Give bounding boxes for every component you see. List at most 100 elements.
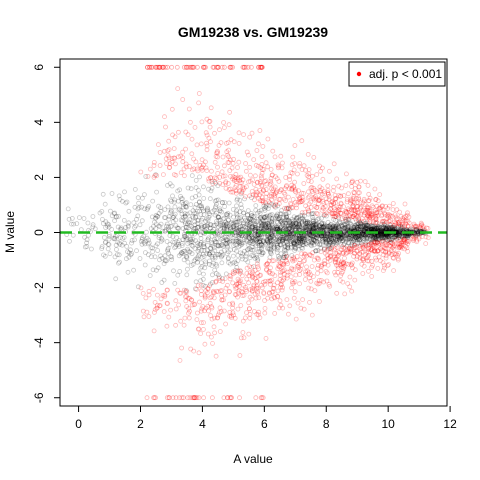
data-point	[281, 254, 287, 260]
data-point	[259, 252, 265, 258]
data-point	[203, 130, 209, 136]
data-point	[161, 261, 167, 267]
data-point	[321, 211, 327, 217]
data-point	[362, 226, 368, 232]
data-point	[228, 221, 234, 227]
data-point	[230, 269, 236, 275]
data-point	[235, 175, 241, 181]
data-point	[213, 353, 219, 359]
data-point	[222, 173, 228, 179]
data-point	[309, 239, 315, 245]
data-point	[235, 177, 241, 183]
data-point	[216, 217, 222, 223]
data-point	[299, 220, 305, 226]
data-point	[366, 249, 372, 255]
data-point	[357, 255, 363, 261]
data-point	[406, 220, 412, 226]
data-point	[259, 175, 265, 181]
data-point	[405, 238, 410, 244]
data-point	[395, 219, 401, 225]
data-point	[357, 226, 363, 232]
data-point	[248, 238, 254, 244]
data-point	[286, 231, 292, 237]
data-point	[267, 278, 273, 284]
data-point	[197, 242, 203, 248]
data-point	[340, 269, 346, 274]
data-point	[255, 232, 260, 238]
data-point	[265, 261, 270, 267]
data-point	[258, 282, 264, 288]
data-point	[138, 169, 144, 175]
data-point	[256, 249, 262, 255]
y-tick-label: -2	[32, 282, 46, 293]
data-point	[281, 212, 287, 218]
data-point	[395, 229, 401, 235]
data-point	[312, 203, 318, 209]
data-point	[378, 239, 384, 245]
data-point	[230, 302, 236, 308]
data-point	[332, 259, 338, 265]
data-point	[218, 309, 224, 315]
data-point	[365, 213, 371, 218]
data-point	[100, 191, 106, 197]
data-point	[66, 216, 72, 222]
data-point	[211, 207, 217, 213]
data-point	[261, 223, 267, 229]
data-point	[376, 225, 382, 230]
data-point	[307, 224, 313, 230]
data-point	[283, 248, 289, 254]
data-point	[251, 213, 257, 219]
data-point	[280, 238, 285, 244]
data-point	[370, 226, 376, 232]
data-point	[217, 208, 223, 214]
data-point	[266, 269, 272, 274]
data-point	[281, 214, 287, 220]
data-point	[178, 170, 184, 176]
data-point	[322, 204, 328, 209]
data-point	[325, 228, 331, 234]
data-point	[290, 280, 296, 286]
data-point	[175, 272, 181, 278]
data-point	[298, 236, 304, 242]
data-point	[391, 255, 397, 261]
data-point	[314, 210, 319, 216]
data-point	[364, 235, 370, 241]
data-point	[279, 282, 284, 288]
data-point	[338, 210, 343, 216]
data-point	[387, 237, 393, 243]
data-point	[249, 236, 255, 242]
data-point	[304, 219, 310, 225]
data-point	[395, 230, 401, 236]
data-point	[352, 267, 358, 273]
data-point	[184, 293, 190, 299]
data-point	[292, 199, 298, 205]
data-point	[183, 161, 189, 167]
data-point	[267, 182, 273, 187]
data-point	[330, 224, 336, 229]
data-point	[395, 257, 401, 263]
data-point	[296, 222, 302, 228]
data-point	[212, 330, 218, 336]
data-point	[371, 236, 377, 242]
data-point	[284, 242, 290, 247]
data-point	[192, 210, 198, 216]
data-point	[300, 245, 306, 251]
data-point	[403, 240, 409, 245]
data-point	[340, 265, 346, 271]
data-point	[203, 259, 209, 265]
data-point	[169, 223, 175, 229]
data-point	[260, 395, 266, 401]
data-point	[209, 241, 215, 247]
data-point	[164, 287, 170, 293]
data-point	[204, 147, 210, 153]
data-point	[113, 214, 119, 220]
data-point	[176, 225, 182, 231]
data-point	[231, 220, 237, 226]
data-point	[154, 305, 160, 311]
data-point	[420, 225, 426, 231]
data-point	[125, 249, 130, 255]
data-point	[272, 295, 278, 301]
data-point	[269, 232, 275, 238]
data-point	[339, 222, 344, 228]
data-point	[196, 244, 202, 250]
